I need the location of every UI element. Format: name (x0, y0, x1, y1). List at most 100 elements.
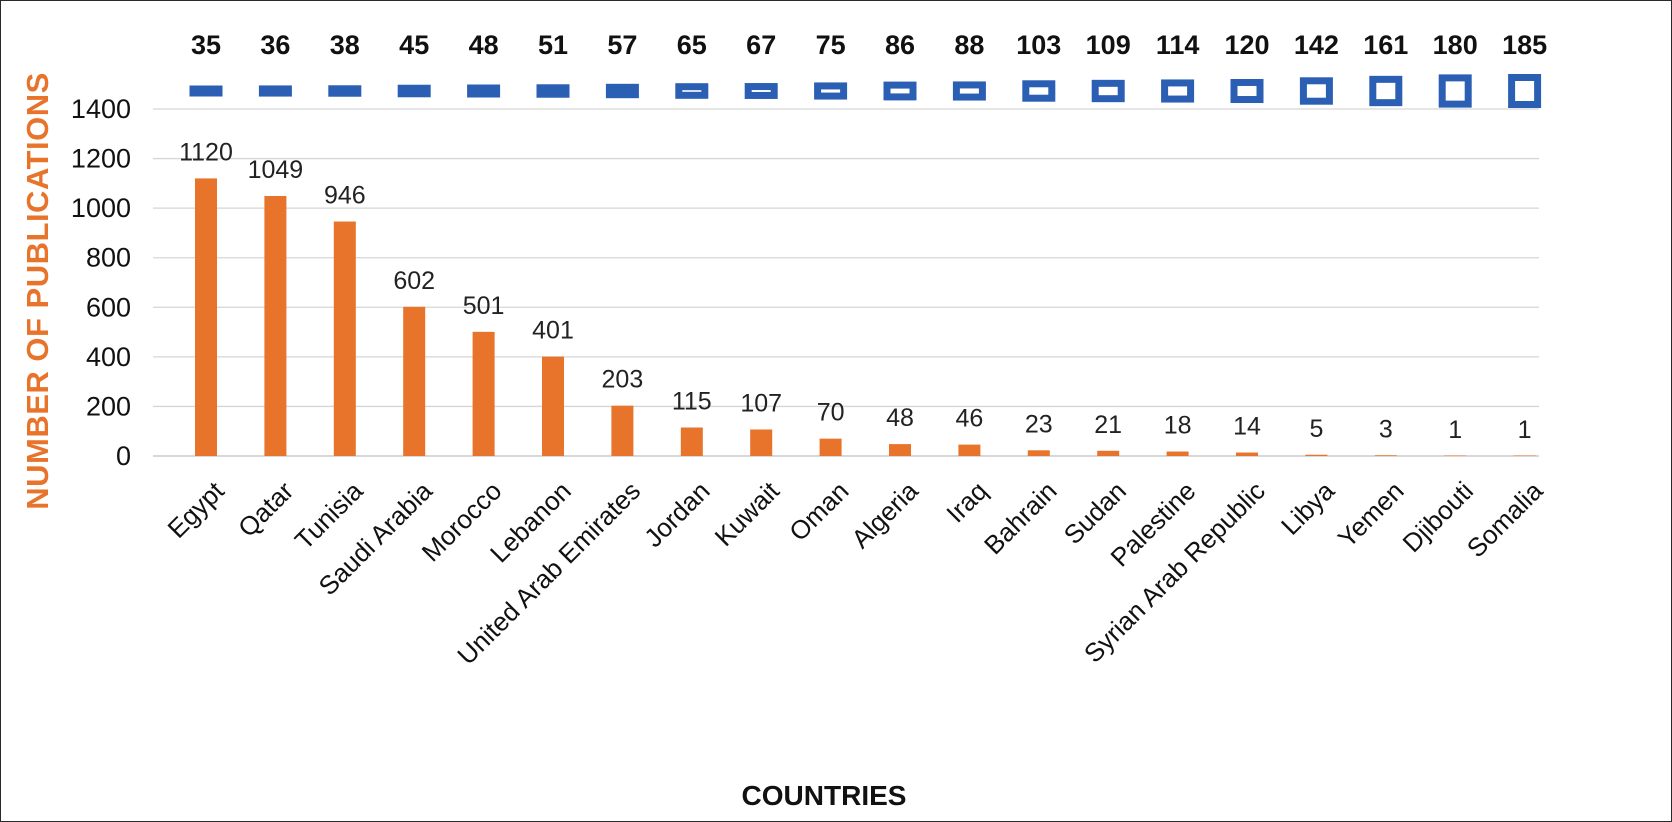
bar (403, 306, 426, 456)
series-marker (189, 85, 223, 97)
x-tick-label: Kuwait (709, 475, 786, 552)
series-value-label: 51 (538, 30, 568, 60)
series-value-label: 86 (885, 30, 915, 60)
bar-value-label: 18 (1164, 412, 1192, 440)
series-value-label: 35 (191, 30, 221, 60)
bar (750, 429, 773, 456)
bar-value-label: 107 (740, 389, 782, 417)
bar-value-label: 70 (817, 399, 845, 427)
bar-value-label: 21 (1094, 411, 1122, 439)
series-value-label: 142 (1294, 30, 1339, 60)
series-marker-inner (1306, 84, 1326, 98)
bar (333, 221, 356, 456)
x-tick-label: Bahrain (978, 476, 1063, 561)
bar-value-label: 23 (1025, 410, 1053, 438)
series-value-label: 38 (330, 30, 360, 60)
bar-value-label: 203 (602, 366, 644, 394)
series-value-label: 75 (816, 30, 846, 60)
bar (472, 331, 495, 456)
x-tick-label: Iraq (940, 476, 993, 529)
series-marker (258, 85, 292, 97)
bar (1513, 455, 1536, 456)
series-value-label: 185 (1502, 30, 1547, 60)
bar-value-label: 401 (532, 317, 574, 345)
bar (680, 427, 703, 456)
bar (264, 195, 287, 456)
bar (1166, 451, 1189, 456)
series-marker (467, 84, 501, 98)
series-marker-inner (890, 88, 910, 94)
series-marker-inner (682, 90, 702, 92)
bar (195, 178, 217, 456)
bar (542, 356, 564, 456)
series-value-label: 103 (1016, 30, 1061, 60)
y-tick-label: 400 (86, 342, 131, 372)
series-marker-inner (1376, 82, 1396, 100)
series-marker (536, 84, 570, 98)
bar-value-label: 115 (672, 387, 712, 415)
bar-value-label: 14 (1233, 413, 1261, 441)
x-tick-label: Somalia (1461, 475, 1549, 563)
x-tick-label: Libya (1275, 475, 1341, 541)
series-marker-inner (1445, 81, 1465, 101)
series-value-label: 109 (1086, 30, 1131, 60)
bar-value-label: 501 (463, 292, 505, 320)
bar (1444, 455, 1467, 456)
y-tick-label: 800 (86, 243, 131, 273)
series-value-label: 180 (1433, 30, 1478, 60)
series-marker-inner (1098, 86, 1118, 96)
series-marker (397, 84, 431, 98)
bar (1305, 454, 1328, 456)
series-value-label: 36 (260, 30, 290, 60)
bar-value-label: 3 (1379, 415, 1393, 443)
series-value-label: 67 (746, 30, 776, 60)
y-tick-label: 1200 (71, 144, 131, 174)
bar-value-label: 46 (955, 405, 983, 433)
bar (889, 444, 911, 456)
series-value-label: 65 (677, 30, 707, 60)
y-tick-label: 1400 (71, 94, 131, 124)
series-value-label: 48 (469, 30, 499, 60)
x-tick-label: Oman (783, 476, 854, 547)
x-axis-title: COUNTRIES (741, 780, 907, 811)
series-marker (605, 83, 639, 99)
bar-value-label: 48 (886, 404, 914, 432)
series-value-label: 114 (1156, 30, 1200, 60)
x-tick-label: Jordan (638, 476, 715, 553)
x-tick-label: Yemen (1332, 476, 1410, 554)
bar-value-label: 946 (324, 182, 366, 210)
bar (1374, 455, 1397, 456)
bar-value-label: 1049 (248, 156, 304, 184)
y-tick-label: 600 (86, 292, 131, 322)
series-marker-inner (821, 89, 841, 93)
series-value-label: 45 (399, 30, 429, 60)
bar (1097, 450, 1120, 456)
bar-value-label: 1 (1448, 416, 1462, 444)
bar-value-label: 1120 (179, 138, 233, 166)
y-tick-label: 1000 (71, 193, 131, 223)
bar (1027, 450, 1050, 456)
x-tick-label: Egypt (162, 475, 231, 544)
series-marker-inner (1237, 85, 1257, 97)
bar (819, 438, 842, 456)
series-marker (328, 85, 362, 97)
series-value-label: 120 (1224, 30, 1269, 60)
series-marker-inner (959, 88, 979, 94)
bar (611, 405, 634, 456)
x-tick-label: Algeria (845, 475, 924, 554)
bar-value-label: 1 (1518, 416, 1532, 444)
y-tick-label: 200 (86, 391, 131, 421)
series-marker-inner (751, 90, 771, 92)
bar-value-label: 5 (1309, 415, 1323, 443)
y-tick-label: 0 (116, 441, 131, 471)
bar-value-label: 602 (393, 267, 435, 295)
series-marker-inner (1515, 81, 1535, 101)
series-value-label: 88 (954, 30, 984, 60)
series-value-label: 57 (607, 30, 637, 60)
series-marker-inner (1029, 87, 1049, 95)
bar (958, 444, 981, 456)
series-value-label: 161 (1363, 30, 1408, 60)
bar (1236, 452, 1258, 456)
